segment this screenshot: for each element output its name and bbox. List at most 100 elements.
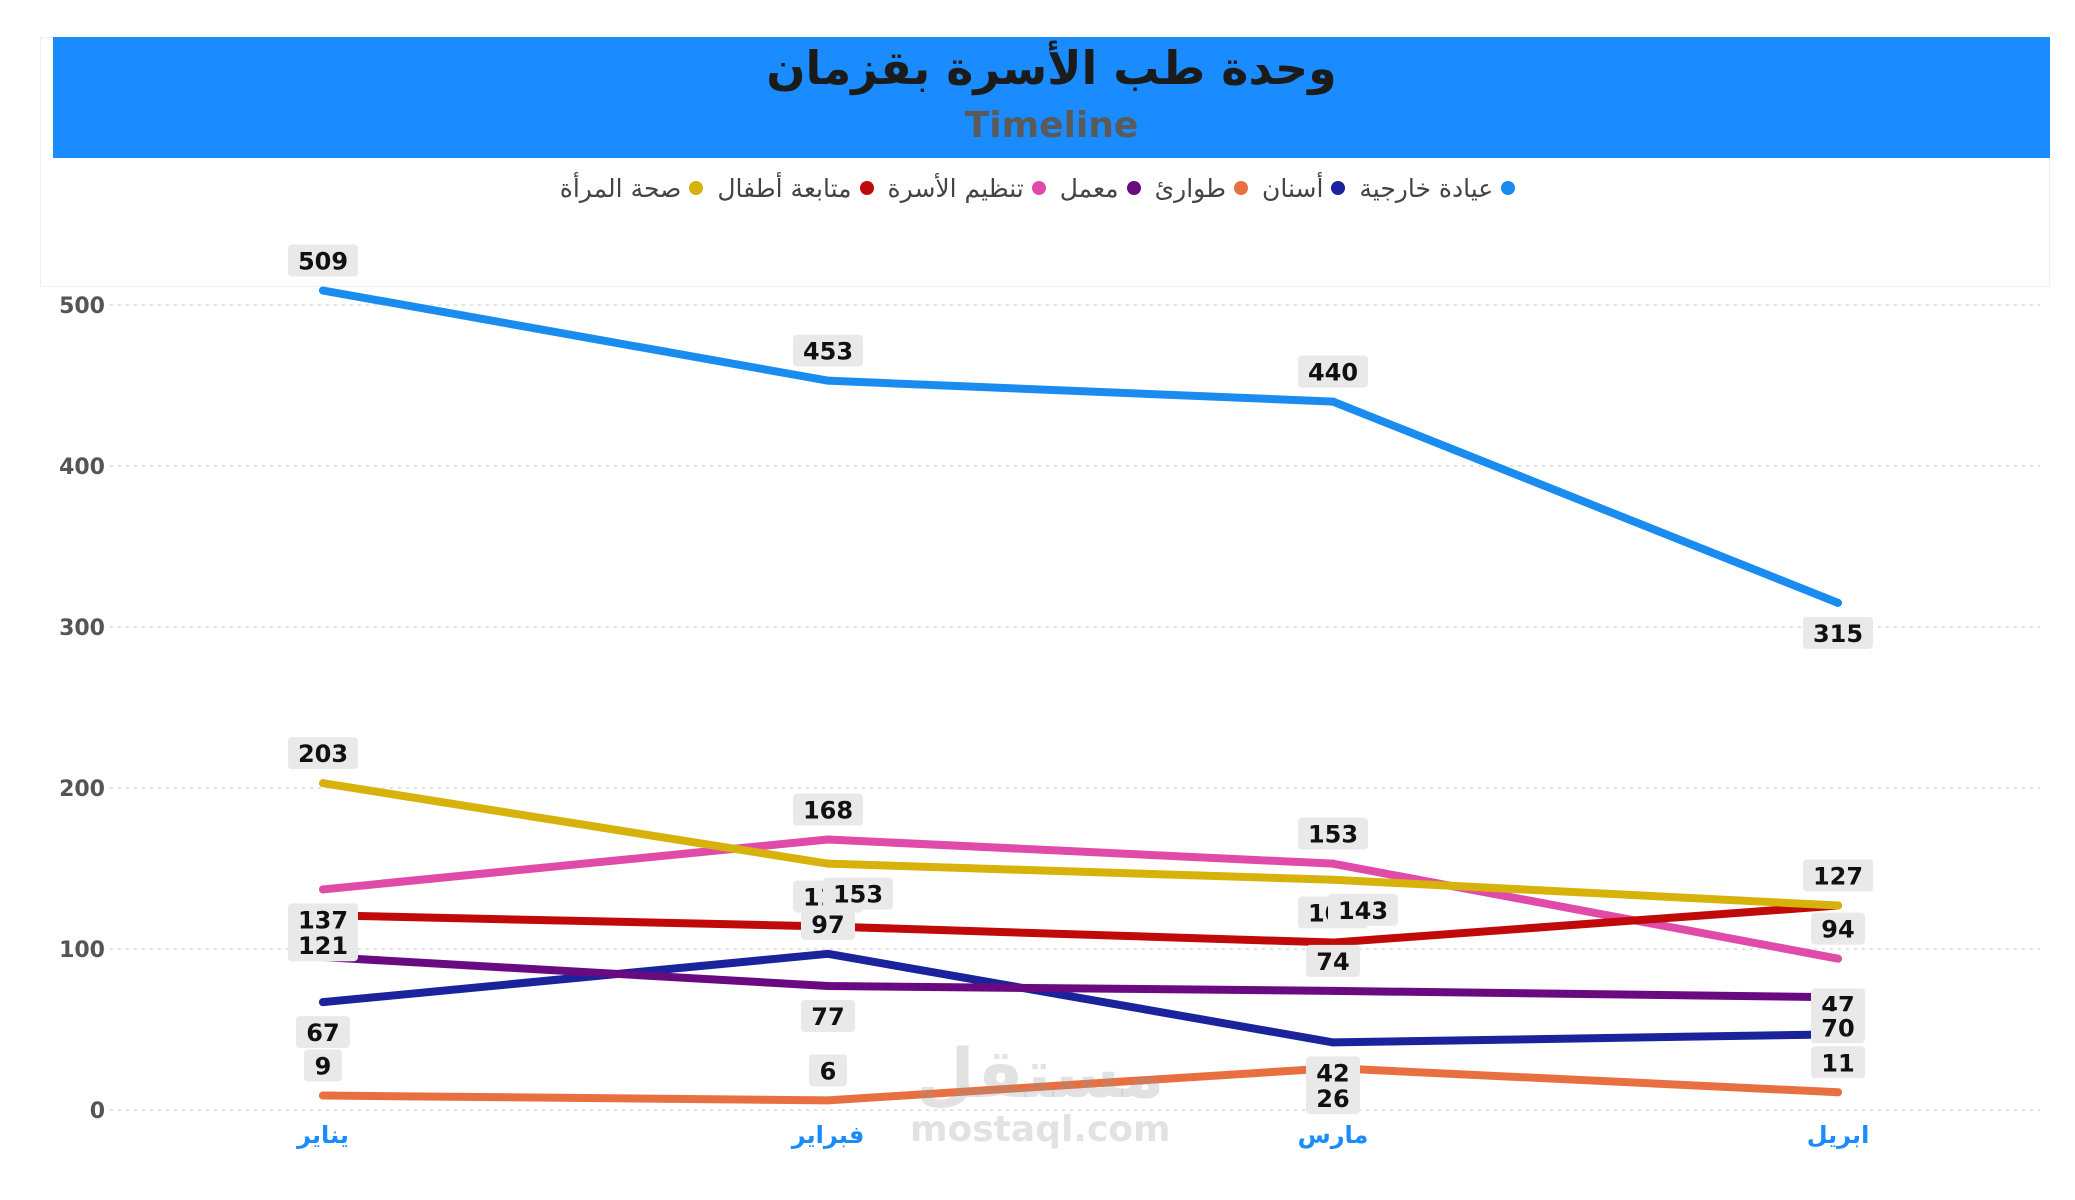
- data-label-bg: [1328, 893, 1398, 926]
- data-label: 153: [1308, 821, 1358, 849]
- data-point: [824, 376, 832, 385]
- watermark-logo: مستقل mostaql.com: [910, 1035, 1171, 1150]
- y-tick-label: 0: [90, 1099, 105, 1124]
- data-label-bg: [288, 929, 358, 962]
- data-point: [319, 286, 327, 295]
- data-point: [1329, 986, 1337, 995]
- data-point: [1329, 397, 1337, 406]
- legend-label: تنظيم الأسرة: [887, 173, 1024, 203]
- data-label-bg: [1306, 1082, 1360, 1115]
- legend-item[interactable]: أسنان: [1261, 173, 1346, 203]
- data-point: [319, 779, 327, 788]
- data-label-bg: [288, 244, 358, 277]
- data-label-bg: [793, 334, 863, 367]
- data-label: 315: [1813, 620, 1863, 648]
- data-point: [1329, 938, 1337, 947]
- x-tick-label: يناير: [296, 1121, 349, 1149]
- x-tick-label: فبراير: [791, 1121, 865, 1149]
- data-label-bg: [1803, 616, 1873, 649]
- data-label: 11: [1821, 1049, 1854, 1077]
- data-label-bg: [288, 737, 358, 770]
- data-label: 9: [315, 1053, 332, 1081]
- series-line: [319, 835, 1842, 963]
- series-line: [319, 953, 1842, 1002]
- data-label: 70: [1821, 1014, 1854, 1042]
- legend-label: أسنان: [1261, 173, 1324, 203]
- legend-item[interactable]: تنظيم الأسرة: [888, 174, 1046, 203]
- watermark-sub: mostaql.com: [910, 1109, 1171, 1150]
- data-label: 97: [811, 911, 844, 939]
- grid-lines: [110, 304, 2040, 1111]
- data-label-bg: [1298, 817, 1368, 850]
- x-axis: يناير فبراير مارس ابريل: [296, 1121, 1869, 1149]
- y-axis: 0 100 200 300 400 500: [59, 294, 105, 1124]
- data-label: 127: [1813, 863, 1863, 891]
- legend-item[interactable]: عيادة خارجية: [1359, 173, 1516, 203]
- data-label: 143: [1338, 897, 1388, 925]
- data-point: [319, 998, 327, 1007]
- data-point: [824, 859, 832, 868]
- data-point: [824, 982, 832, 991]
- legend-label: معمل: [1059, 173, 1119, 203]
- chart-title: وحدة طب الأسرة بقزمان: [766, 41, 1337, 95]
- data-labels: 5094534403156797424796261195777470137168…: [288, 244, 1873, 1115]
- data-label-bg: [1811, 1011, 1865, 1044]
- data-point: [1329, 1038, 1337, 1047]
- chart-legend: عيادة خارجية أسنان طوارئ معمل تنظيم الأسرة مت…: [0, 168, 2075, 208]
- data-point: [824, 1096, 832, 1105]
- legend-marker-icon: [859, 181, 874, 195]
- legend-marker-icon: [689, 181, 704, 195]
- data-point: [1834, 901, 1842, 910]
- data-label-bg: [1298, 355, 1368, 388]
- series-lines: [319, 286, 1842, 1105]
- watermark-main: مستقل: [915, 1035, 1165, 1114]
- data-point: [824, 835, 832, 844]
- series-line: [319, 949, 1842, 1047]
- data-label-bg: [809, 1054, 847, 1087]
- data-label: 94: [1821, 916, 1854, 944]
- data-label-bg: [793, 793, 863, 826]
- data-point: [319, 885, 327, 894]
- data-label: 153: [833, 881, 883, 909]
- legend-item[interactable]: طوارئ: [1155, 174, 1248, 203]
- data-point: [824, 949, 832, 958]
- data-label: 509: [298, 248, 348, 276]
- data-point: [1834, 954, 1842, 963]
- legend-label: عيادة خارجية: [1359, 173, 1494, 203]
- data-point: [1834, 598, 1842, 607]
- legend-marker-icon: [1233, 181, 1248, 195]
- legend-item[interactable]: متابعة أطفال: [717, 173, 874, 203]
- series-line: [319, 1064, 1842, 1105]
- chart-subtitle: Timeline: [964, 105, 1139, 146]
- data-label: 67: [306, 1019, 339, 1047]
- data-label: 6: [820, 1057, 837, 1085]
- y-tick-label: 100: [59, 938, 105, 963]
- data-label-bg: [1306, 944, 1360, 977]
- legend-item[interactable]: معمل: [1060, 174, 1141, 203]
- y-tick-label: 300: [59, 616, 105, 641]
- data-label-bg: [823, 877, 893, 910]
- data-label: 440: [1308, 359, 1358, 387]
- data-label-bg: [304, 1049, 342, 1082]
- y-tick-label: 200: [59, 777, 105, 802]
- data-label-bg: [288, 903, 358, 936]
- series-line: [319, 901, 1842, 947]
- data-label: 203: [298, 740, 348, 768]
- x-tick-label: ابريل: [1807, 1121, 1870, 1149]
- data-point: [319, 1091, 327, 1100]
- legend-marker-icon: [1126, 181, 1141, 195]
- data-label-bg: [1803, 859, 1873, 892]
- data-label-bg: [801, 907, 855, 940]
- data-label: 26: [1316, 1085, 1349, 1113]
- data-label: 77: [811, 1003, 844, 1031]
- data-label: 453: [803, 338, 853, 366]
- legend-label: طوارئ: [1154, 173, 1226, 203]
- legend-marker-icon: [1501, 181, 1516, 195]
- series-line: [319, 286, 1842, 607]
- legend-item[interactable]: صحة المرأة: [560, 174, 704, 203]
- data-label: 168: [803, 797, 853, 825]
- data-point: [1329, 875, 1337, 884]
- legend-label: متابعة أطفال: [717, 173, 852, 203]
- title-banner: وحدة طب الأسرة بقزمان Timeline: [53, 37, 2050, 158]
